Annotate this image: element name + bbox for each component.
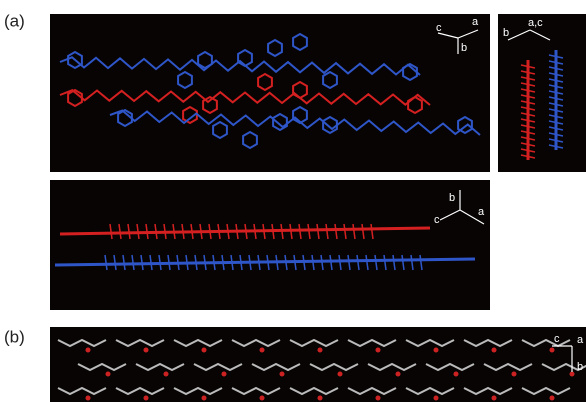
molecule-atom <box>376 348 381 353</box>
molecule-atom <box>550 348 555 353</box>
molecule-atom <box>376 396 381 401</box>
molecule-atom <box>570 372 575 377</box>
axis-label: b <box>503 27 509 39</box>
molecule-atom <box>434 396 439 401</box>
panel-label: (b) <box>4 327 25 346</box>
axis-label: c <box>436 22 442 34</box>
figure: (a) (b) c a b b a,c b c a c a b <box>0 0 586 402</box>
molecule-atom <box>454 372 459 377</box>
molecule-atom <box>202 348 207 353</box>
molecule-atom <box>512 372 517 377</box>
axis-label: a <box>478 206 485 218</box>
molecule-atom <box>550 396 555 401</box>
molecule-atom <box>492 348 497 353</box>
axis-label: c <box>434 214 440 226</box>
molecule-atom <box>318 396 323 401</box>
axis-label: a <box>577 334 584 346</box>
molecule-atom <box>260 396 265 401</box>
molecule-atom <box>338 372 343 377</box>
molecule-atom <box>86 348 91 353</box>
panel-label: (a) <box>4 11 25 30</box>
axis-label: b <box>577 361 583 373</box>
axis-label: a <box>472 16 479 28</box>
molecule-atom <box>260 348 265 353</box>
molecule-atom <box>164 372 169 377</box>
molecule-atom <box>144 396 149 401</box>
panel-a-bottom <box>50 180 490 310</box>
molecule-atom <box>202 396 207 401</box>
molecule-atom <box>280 372 285 377</box>
axis-label: b <box>449 192 455 204</box>
axis-label: b <box>461 42 467 54</box>
molecule-atom <box>396 372 401 377</box>
panel-a-side <box>498 14 586 172</box>
molecule-atom <box>492 396 497 401</box>
molecule-atom <box>144 348 149 353</box>
molecule-atom <box>86 396 91 401</box>
molecule-atom <box>222 372 227 377</box>
molecule-atom <box>106 372 111 377</box>
molecule-atom <box>434 348 439 353</box>
molecule-atom <box>318 348 323 353</box>
axis-label: a,c <box>528 17 543 29</box>
axis-label: c <box>554 333 560 345</box>
